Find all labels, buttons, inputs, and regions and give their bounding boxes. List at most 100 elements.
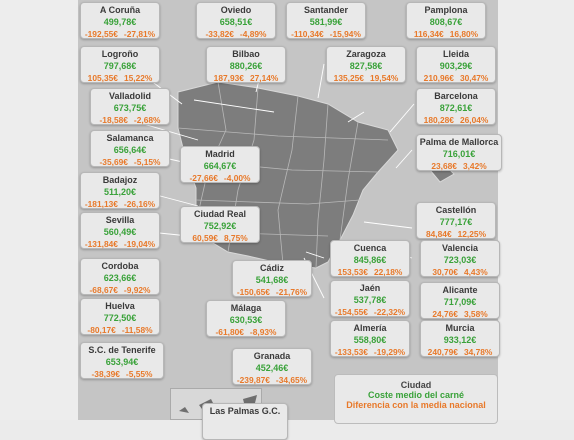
city-price: 623,66€: [103, 273, 137, 283]
city-diff: 23,68€ 3,42%: [431, 161, 487, 171]
city-price: 808,67€: [429, 17, 463, 27]
city-card-salamanca: Salamanca 656,64€ -35,69€ -5,15%: [90, 130, 170, 167]
city-name: Murcia: [445, 323, 475, 333]
city-diff: -33,82€ -4,89%: [205, 29, 267, 39]
city-name: Lleida: [442, 49, 469, 59]
city-card-cordoba: Cordoba 623,66€ -68,67€ -9,92%: [80, 258, 160, 295]
city-name: Ciudad Real: [193, 209, 246, 219]
legend-diff-label: Diferencia con la media nacional: [346, 400, 486, 410]
city-diff: -68,67€ -9,92%: [89, 285, 151, 295]
city-price: 537,78€: [353, 295, 387, 305]
city-name: Barcelona: [434, 91, 478, 101]
city-diff: -131,84€ -19,04%: [84, 239, 156, 249]
city-price: 872,61€: [439, 103, 473, 113]
legend-city-label: Ciudad: [400, 380, 432, 390]
city-name: Sevilla: [105, 215, 135, 225]
city-diff: 240,79€ 34,78%: [427, 347, 493, 357]
city-diff: -181,13€ -26,16%: [84, 199, 156, 209]
city-card-pamplona: Pamplona 808,67€ 116,34€ 16,80%: [406, 2, 486, 39]
city-name: Madrid: [205, 149, 235, 159]
city-price: 845,86€: [353, 255, 387, 265]
city-name: Valencia: [441, 243, 479, 253]
city-price: 933,12€: [443, 335, 477, 345]
city-card-huelva: Huelva 772,50€ -80,17€ -11,58%: [80, 298, 160, 335]
city-card-las-palmas: Las Palmas G.C.: [202, 403, 288, 440]
city-diff: [203, 417, 287, 429]
city-price: 752,92€: [203, 221, 237, 231]
city-price: 673,75€: [113, 103, 147, 113]
city-price: 511,20€: [103, 187, 137, 197]
city-name: Zaragoza: [346, 49, 386, 59]
city-diff: -27,66€ -4,00%: [189, 173, 251, 183]
city-name: Palma de Mallorca: [419, 137, 499, 147]
city-card-palma: Palma de Mallorca 716,01€ 23,68€ 3,42%: [416, 134, 502, 171]
city-name: Pamplona: [424, 5, 468, 15]
city-diff: 210,96€ 30,47%: [423, 73, 489, 83]
city-name: Huelva: [105, 301, 135, 311]
city-name: Valladolid: [108, 91, 151, 101]
city-name: Bilbao: [232, 49, 260, 59]
city-diff: -80,17€ -11,58%: [87, 325, 153, 335]
left-margin: [0, 0, 78, 420]
map-legend: Ciudad Coste medio del carné Diferencia …: [334, 374, 498, 424]
city-name: Málaga: [230, 303, 262, 313]
city-diff: 116,34€ 16,80%: [413, 29, 479, 39]
city-card-alicante: Alicante 717,09€ 24,76€ 3,58%: [420, 282, 500, 319]
city-name: Cádiz: [259, 263, 284, 273]
city-name: Jaén: [359, 283, 381, 293]
city-diff: -133,53€ -19,29%: [334, 347, 406, 357]
city-price: 560,49€: [103, 227, 137, 237]
city-name: Granada: [253, 351, 291, 361]
city-diff: 105,35€ 15,22%: [87, 73, 153, 83]
city-card-a-coruna: A Coruña 499,78€ -192,55€ -27,81%: [80, 2, 160, 39]
city-card-valencia: Valencia 723,03€ 30,70€ 4,43%: [420, 240, 500, 277]
city-diff: 84,84€ 12,25%: [425, 229, 487, 239]
city-diff: -38,39€ -5,55%: [91, 369, 153, 379]
city-card-jaen: Jaén 537,78€ -154,55€ -22,32%: [330, 280, 410, 317]
city-card-murcia: Murcia 933,12€ 240,79€ 34,78%: [420, 320, 500, 357]
city-name: Castellón: [435, 205, 477, 215]
city-card-cuenca: Cuenca 845,86€ 153,53€ 22,18%: [330, 240, 410, 277]
city-price: 656,64€: [113, 145, 147, 155]
city-name: Badajoz: [102, 175, 138, 185]
city-diff: -61,80€ -8,93%: [215, 327, 277, 337]
right-margin: [498, 0, 574, 420]
city-price: 723,03€: [443, 255, 477, 265]
city-card-oviedo: Oviedo 658,51€ -33,82€ -4,89%: [196, 2, 276, 39]
city-card-malaga: Málaga 630,53€ -61,80€ -8,93%: [206, 300, 286, 337]
city-price: 499,78€: [103, 17, 137, 27]
city-price: 716,01€: [442, 149, 476, 159]
city-price: 880,26€: [229, 61, 263, 71]
city-diff: -35,69€ -5,15%: [99, 157, 161, 167]
city-card-castellon: Castellón 777,17€ 84,84€ 12,25%: [416, 202, 496, 239]
city-price: 664,67€: [203, 161, 237, 171]
city-price: 903,29€: [439, 61, 473, 71]
city-price: 777,17€: [439, 217, 473, 227]
city-card-badajoz: Badajoz 511,20€ -181,13€ -26,16%: [80, 172, 160, 209]
city-diff: -18,58€ -2,68%: [99, 115, 161, 125]
city-name: Oviedo: [220, 5, 252, 15]
legend-price-label: Coste medio del carné: [367, 390, 465, 400]
city-price: 558,80€: [353, 335, 387, 345]
city-card-barcelona: Barcelona 872,61€ 180,28€ 26,04%: [416, 88, 496, 125]
city-card-cadiz: Cádiz 541,68€ -150,65€ -21,76%: [232, 260, 312, 297]
city-diff: 24,76€ 3,58%: [432, 309, 488, 319]
city-name: Santander: [303, 5, 348, 15]
city-name: Cuenca: [353, 243, 387, 253]
city-card-madrid: Madrid 664,67€ -27,66€ -4,00%: [180, 146, 260, 183]
city-name: Almería: [353, 323, 387, 333]
city-diff: 60,59€ 8,75%: [192, 233, 248, 243]
city-price: 827,58€: [349, 61, 383, 71]
city-price: 581,99€: [309, 17, 343, 27]
city-name: A Coruña: [99, 5, 141, 15]
city-price: 653,94€: [105, 357, 139, 367]
city-diff: 180,28€ 26,04%: [423, 115, 489, 125]
city-name: Las Palmas G.C.: [209, 406, 281, 416]
city-card-logrono: Logroño 797,68€ 105,35€ 15,22%: [80, 46, 160, 83]
city-price: 772,50€: [103, 313, 137, 323]
city-diff: -154,55€ -22,32%: [334, 307, 406, 317]
city-card-ciudad-real: Ciudad Real 752,92€ 60,59€ 8,75%: [180, 206, 260, 243]
city-diff: -239,87€ -34,65%: [236, 375, 308, 385]
city-name: Salamanca: [106, 133, 154, 143]
city-price: 541,68€: [255, 275, 289, 285]
